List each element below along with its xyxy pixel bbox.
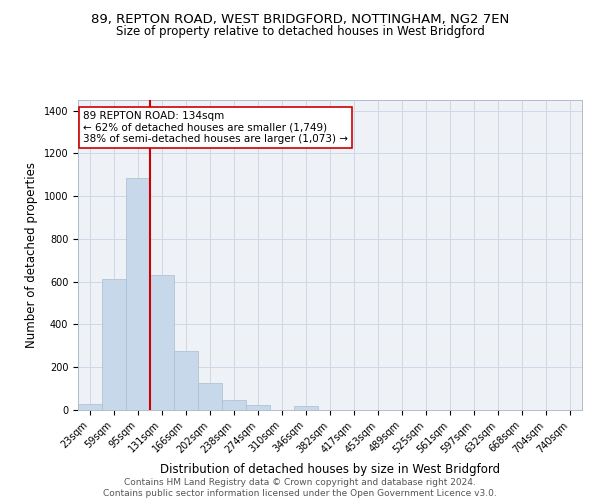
Bar	[294, 406, 318, 410]
Y-axis label: Number of detached properties: Number of detached properties	[25, 162, 38, 348]
Text: 89, REPTON ROAD, WEST BRIDGFORD, NOTTINGHAM, NG2 7EN: 89, REPTON ROAD, WEST BRIDGFORD, NOTTING…	[91, 12, 509, 26]
Bar	[174, 351, 198, 410]
Bar	[102, 279, 126, 410]
Bar	[198, 382, 222, 410]
X-axis label: Distribution of detached houses by size in West Bridgford: Distribution of detached houses by size …	[160, 463, 500, 476]
Text: 89 REPTON ROAD: 134sqm
← 62% of detached houses are smaller (1,749)
38% of semi-: 89 REPTON ROAD: 134sqm ← 62% of detached…	[83, 111, 348, 144]
Text: Size of property relative to detached houses in West Bridgford: Size of property relative to detached ho…	[116, 25, 484, 38]
Text: Contains HM Land Registry data © Crown copyright and database right 2024.
Contai: Contains HM Land Registry data © Crown c…	[103, 478, 497, 498]
Bar	[78, 404, 102, 410]
Bar	[126, 178, 150, 410]
Bar	[150, 275, 174, 410]
Bar	[222, 400, 246, 410]
Bar	[246, 406, 270, 410]
